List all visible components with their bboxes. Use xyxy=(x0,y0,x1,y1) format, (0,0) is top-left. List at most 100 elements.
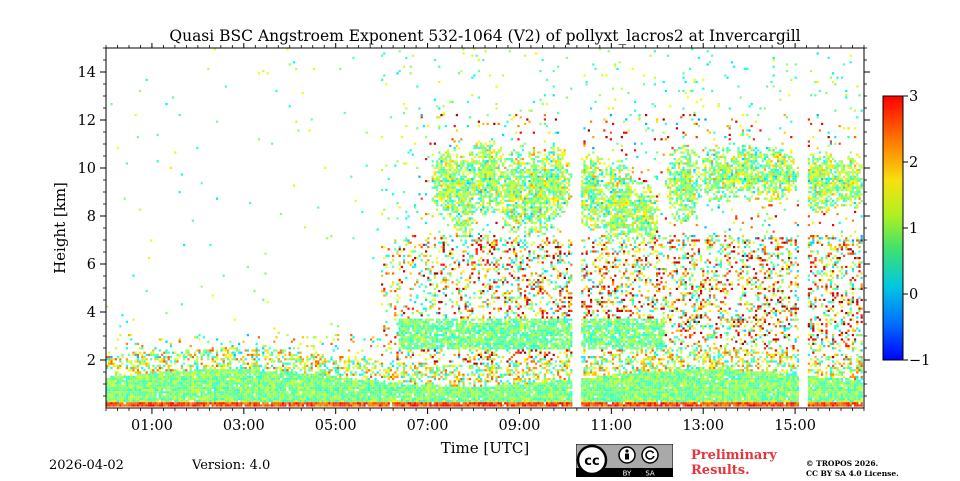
heatmap-cell xyxy=(431,382,434,385)
heatmap-cell xyxy=(462,397,465,400)
heatmap-cell xyxy=(440,246,443,249)
heatmap-cell xyxy=(433,336,436,339)
heatmap-cell xyxy=(416,373,419,376)
heatmap-cell xyxy=(345,367,348,370)
heatmap-cell xyxy=(249,202,252,205)
heatmap-cell xyxy=(370,375,373,378)
heatmap-cell xyxy=(139,397,142,400)
heatmap-cell xyxy=(392,395,395,398)
heatmap-cell xyxy=(187,373,190,376)
heatmap-cell xyxy=(218,386,221,389)
heatmap-cell xyxy=(464,345,467,348)
heatmap-cell xyxy=(251,404,254,407)
heatmap-cell xyxy=(352,367,355,370)
heatmap-cell xyxy=(447,373,450,376)
heatmap-cell xyxy=(488,250,491,253)
heatmap-cell xyxy=(378,395,381,398)
heatmap-cell xyxy=(416,347,419,350)
heatmap-cell xyxy=(403,325,406,328)
heatmap-cell xyxy=(150,371,153,374)
heatmap-cell xyxy=(438,301,441,304)
heatmap-cell xyxy=(488,149,491,152)
heatmap-cell xyxy=(264,380,267,383)
heatmap-cell xyxy=(455,391,458,394)
heatmap-cell xyxy=(458,351,461,354)
heatmap-cell xyxy=(398,285,401,288)
heatmap-cell xyxy=(213,360,216,363)
heatmap-cell xyxy=(414,389,417,392)
heatmap-cell xyxy=(194,395,197,398)
heatmap-cell xyxy=(341,386,344,389)
heatmap-cell xyxy=(469,230,472,233)
heatmap-cell xyxy=(403,103,406,106)
heatmap-cell xyxy=(154,400,157,403)
heatmap-cell xyxy=(411,404,414,407)
heatmap-cell xyxy=(174,397,177,400)
heatmap-cell xyxy=(108,362,111,365)
heatmap-cell xyxy=(418,364,421,367)
heatmap-cell xyxy=(462,235,465,238)
heatmap-cell xyxy=(400,314,403,317)
heatmap-cell xyxy=(191,378,194,381)
heatmap-cell xyxy=(455,193,458,196)
heatmap-cell xyxy=(218,391,221,394)
heatmap-cell xyxy=(334,375,337,378)
heatmap-cell xyxy=(200,397,203,400)
heatmap-cell xyxy=(427,347,430,350)
heatmap-cell xyxy=(403,345,406,348)
heatmap-cell xyxy=(455,386,458,389)
heatmap-cell xyxy=(414,380,417,383)
heatmap-cell xyxy=(273,340,276,343)
heatmap-cell xyxy=(119,404,122,407)
heatmap-cell xyxy=(482,331,485,334)
heatmap-cell xyxy=(416,331,419,334)
heatmap-cell xyxy=(176,373,179,376)
heatmap-cell xyxy=(130,378,133,381)
heatmap-cell xyxy=(414,395,417,398)
heatmap-cell xyxy=(222,364,225,367)
heatmap-cell xyxy=(447,397,450,400)
heatmap-cell xyxy=(488,263,491,266)
heatmap-cell xyxy=(273,393,276,396)
heatmap-cell xyxy=(482,369,485,372)
heatmap-cell xyxy=(249,400,252,403)
heatmap-cell xyxy=(172,386,175,389)
heatmap-cell xyxy=(275,369,278,372)
heatmap-cell xyxy=(442,158,445,161)
heatmap-cell xyxy=(471,404,474,407)
heatmap-cell xyxy=(196,400,199,403)
heatmap-cell xyxy=(288,404,291,407)
heatmap-cell xyxy=(183,393,186,396)
heatmap-cell xyxy=(251,362,254,365)
heatmap-cell xyxy=(416,397,419,400)
heatmap-cell xyxy=(438,329,441,332)
heatmap-cell xyxy=(136,402,139,405)
heatmap-cell xyxy=(409,356,412,359)
heatmap-cell xyxy=(458,334,461,337)
heatmap-cell xyxy=(462,327,465,330)
heatmap-cell xyxy=(438,397,441,400)
heatmap-cell xyxy=(139,382,142,385)
heatmap-cell xyxy=(136,360,139,363)
heatmap-cell xyxy=(433,345,436,348)
heatmap-cell xyxy=(420,400,423,403)
heatmap-cell xyxy=(400,331,403,334)
heatmap-cell xyxy=(132,274,135,277)
heatmap-cell xyxy=(128,391,131,394)
heatmap-cell xyxy=(453,195,456,198)
heatmap-cell xyxy=(130,391,133,394)
heatmap-cell xyxy=(447,195,450,198)
heatmap-cell xyxy=(178,400,181,403)
heatmap-cell xyxy=(330,404,333,407)
heatmap-cell xyxy=(444,397,447,400)
heatmap-cell xyxy=(411,320,414,323)
heatmap-cell xyxy=(484,175,487,178)
heatmap-cell xyxy=(462,402,465,405)
heatmap-cell xyxy=(449,331,452,334)
heatmap-cell xyxy=(469,402,472,405)
heatmap-cell xyxy=(156,402,159,405)
heatmap-cell xyxy=(482,327,485,330)
heatmap-cell xyxy=(486,235,489,238)
heatmap-cell xyxy=(339,404,342,407)
heatmap-cell xyxy=(235,349,238,352)
